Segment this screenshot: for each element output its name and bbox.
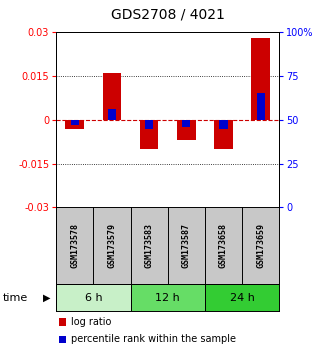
Text: log ratio: log ratio <box>71 317 112 327</box>
Bar <box>56 284 131 311</box>
Bar <box>71 120 79 125</box>
Bar <box>251 38 270 120</box>
Text: GSM173587: GSM173587 <box>182 223 191 268</box>
Bar <box>131 284 205 311</box>
Text: 6 h: 6 h <box>84 293 102 303</box>
Bar <box>205 284 279 311</box>
Text: percentile rank within the sample: percentile rank within the sample <box>71 335 236 344</box>
Bar <box>256 93 265 120</box>
Text: 12 h: 12 h <box>155 293 180 303</box>
Text: GSM173583: GSM173583 <box>145 223 154 268</box>
Bar <box>182 120 190 127</box>
Bar <box>140 120 159 149</box>
Text: GSM173579: GSM173579 <box>108 223 117 268</box>
Bar <box>103 73 121 120</box>
Text: ▶: ▶ <box>43 293 50 303</box>
Text: GDS2708 / 4021: GDS2708 / 4021 <box>111 7 225 21</box>
Bar <box>220 120 228 129</box>
Bar <box>214 120 233 149</box>
Text: time: time <box>3 293 29 303</box>
Text: GSM173578: GSM173578 <box>70 223 79 268</box>
Bar <box>145 120 153 129</box>
Bar <box>65 120 84 129</box>
Text: GSM173658: GSM173658 <box>219 223 228 268</box>
Bar <box>177 120 195 140</box>
Text: GSM173659: GSM173659 <box>256 223 265 268</box>
Text: 24 h: 24 h <box>230 293 255 303</box>
Bar <box>108 109 116 120</box>
